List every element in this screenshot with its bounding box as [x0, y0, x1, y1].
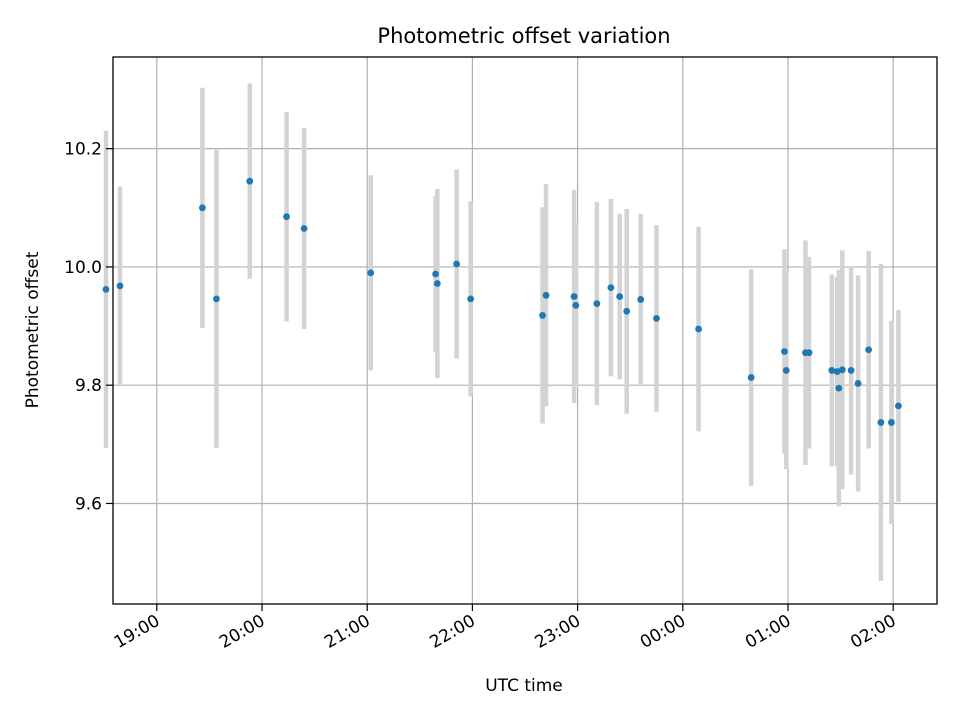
x-tick-label: 23:00: [532, 611, 584, 653]
chart-title: Photometric offset variation: [377, 24, 670, 48]
data-point: [367, 269, 375, 277]
data-point: [433, 280, 441, 287]
data-point: [637, 296, 645, 303]
data-point: [453, 260, 461, 268]
data-point: [847, 367, 855, 374]
data-point: [300, 225, 308, 232]
x-tick-label: 02:00: [847, 611, 899, 653]
data-point: [653, 314, 660, 322]
data-point: [199, 204, 206, 212]
plot-frame: [112, 56, 938, 605]
y-tick-label: 9.6: [75, 494, 102, 514]
data-point: [572, 301, 580, 309]
data-point: [570, 293, 578, 300]
data-point: [283, 213, 290, 221]
error-bars: [103, 83, 901, 581]
axis-ticks: 19:00 20:00 21:00 22:00 23:00 00:00 01:00 02:00…: [64, 140, 900, 653]
data-point: [888, 419, 895, 426]
x-tick-label: 00:00: [637, 611, 689, 653]
data-point: [854, 380, 862, 387]
data-point: [782, 367, 790, 374]
y-axis-label: Photometric offset: [23, 251, 43, 408]
grid-lines: [113, 57, 937, 604]
x-tick-label: 21:00: [321, 611, 373, 653]
data-point: [838, 366, 846, 374]
data-point: [835, 384, 843, 392]
data-point: [213, 295, 220, 303]
data-points: [102, 177, 902, 426]
data-point: [539, 312, 546, 319]
data-point: [865, 346, 873, 354]
data-point: [895, 402, 902, 410]
data-point: [467, 295, 475, 303]
x-tick-label: 01:00: [742, 611, 794, 653]
y-tick-label: 9.8: [75, 376, 102, 396]
x-axis-label: UTC time: [485, 676, 563, 696]
data-point: [623, 307, 631, 315]
data-point: [695, 325, 702, 333]
data-point: [593, 300, 601, 307]
data-point: [828, 367, 836, 374]
y-tick-label: 10.2: [64, 140, 102, 160]
data-point: [542, 291, 550, 299]
data-point: [781, 348, 788, 355]
data-point: [616, 293, 624, 300]
y-tick-label: 10.0: [64, 258, 102, 278]
data-point: [805, 349, 813, 357]
data-point: [833, 368, 841, 375]
x-tick-label: 22:00: [426, 611, 478, 653]
x-tick-label: 20:00: [216, 611, 268, 653]
data-point: [246, 177, 254, 185]
data-point: [116, 282, 124, 290]
x-tick-label: 19:00: [111, 611, 163, 653]
data-point: [747, 374, 755, 381]
data-point: [607, 284, 615, 292]
data-point: [432, 270, 439, 278]
data-point: [102, 286, 110, 293]
data-point: [877, 419, 885, 426]
